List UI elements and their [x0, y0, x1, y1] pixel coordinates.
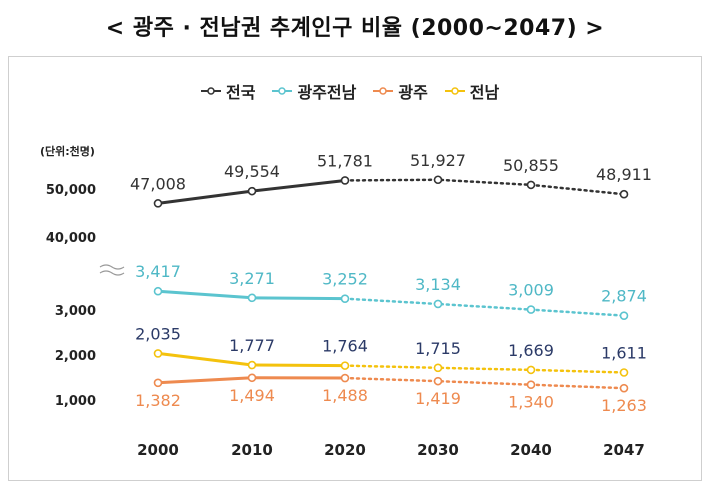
y-tick-label: 50,000 [46, 183, 96, 198]
series-point [340, 361, 350, 370]
series-line-projected [343, 364, 626, 374]
data-label: 1,669 [508, 341, 554, 360]
x-tick-label: 2047 [603, 441, 645, 459]
y-tick-label: 1,000 [55, 394, 96, 409]
series-point [247, 293, 257, 303]
legend-item-gwangju-jeonnam: 광주전남 [271, 79, 356, 103]
axis-break-mark [99, 264, 125, 270]
data-label: 1,488 [322, 386, 368, 405]
data-label: 1,263 [601, 396, 647, 415]
legend-marker-national [201, 87, 221, 95]
series-point [433, 363, 443, 373]
series-point [619, 368, 629, 377]
series-point [526, 305, 536, 314]
data-label: 1,382 [135, 391, 181, 410]
unit-label: (단위:천명) [40, 145, 95, 158]
data-label: 51,781 [317, 151, 373, 170]
series-point [526, 380, 536, 390]
x-tick-label: 2000 [137, 441, 179, 459]
data-label: 1,777 [229, 336, 275, 355]
series-point [247, 360, 257, 370]
series-line-projected [343, 178, 626, 196]
series-point [619, 383, 629, 393]
legend-marker-gwangju-jeonnam [272, 87, 293, 95]
chart-title: < 광주 · 전남권 추계인구 비율 (2000~2047) > [105, 16, 605, 41]
legend: 전국 광주전남 광주 전남 [200, 79, 499, 103]
data-label: 3,009 [508, 281, 554, 300]
legend-marker-gwangju [373, 87, 394, 95]
data-label: 50,855 [503, 156, 559, 175]
legend-item-gwangju: 광주 [372, 79, 428, 103]
data-label: 3,252 [322, 270, 368, 289]
data-label: 48,911 [596, 165, 652, 184]
data-label: 1,764 [322, 337, 368, 356]
data-label: 1,611 [601, 344, 647, 363]
series-point [247, 373, 257, 383]
series-point [153, 199, 163, 208]
data-label: 2,874 [601, 287, 647, 306]
series-point [526, 365, 536, 375]
legend-label-national: 전국 [226, 83, 256, 102]
y-tick-label: 2,000 [55, 349, 96, 364]
axis-break-mark [99, 270, 125, 276]
data-label: 1,419 [415, 389, 461, 408]
series-line-projected [343, 297, 626, 317]
data-label: 1,494 [229, 386, 275, 405]
x-tick-label: 2030 [417, 441, 459, 459]
data-label: 49,554 [224, 162, 280, 181]
data-label: 47,008 [130, 174, 186, 193]
legend-label-gwangju: 광주 [398, 83, 428, 102]
x-tick-label: 2040 [510, 441, 552, 459]
legend-marker-jeonnam [444, 87, 465, 95]
x-tick-label: 2010 [231, 441, 273, 459]
y-tick-label: 3,000 [55, 304, 96, 319]
series-point [526, 180, 536, 190]
series-line-projected [343, 376, 626, 390]
series-point [153, 286, 163, 296]
legend-label-gwangju-jeonnam: 광주전남 [297, 83, 357, 102]
data-label: 3,271 [229, 269, 275, 288]
series-point [153, 378, 163, 388]
data-label: 51,927 [410, 151, 466, 170]
series-point [619, 311, 629, 320]
series-point [433, 175, 443, 185]
data-label: 3,417 [135, 262, 181, 281]
series-point [433, 376, 443, 386]
series-point [153, 349, 163, 358]
series-point [247, 186, 257, 196]
data-label: 3,134 [415, 275, 461, 294]
series-point [619, 189, 629, 199]
data-label: 1,340 [508, 393, 554, 412]
y-tick-label: 40,000 [46, 231, 96, 246]
legend-item-jeonnam: 전남 [444, 79, 499, 103]
series-point [433, 299, 443, 309]
x-tick-label: 2020 [324, 441, 366, 459]
legend-label-jeonnam: 전남 [469, 83, 500, 102]
legend-item-national: 전국 [200, 79, 255, 103]
series-point [340, 176, 350, 185]
data-label: 1,715 [415, 339, 461, 358]
series-point [340, 373, 350, 383]
data-label: 2,035 [135, 324, 181, 343]
series-point [340, 294, 350, 303]
